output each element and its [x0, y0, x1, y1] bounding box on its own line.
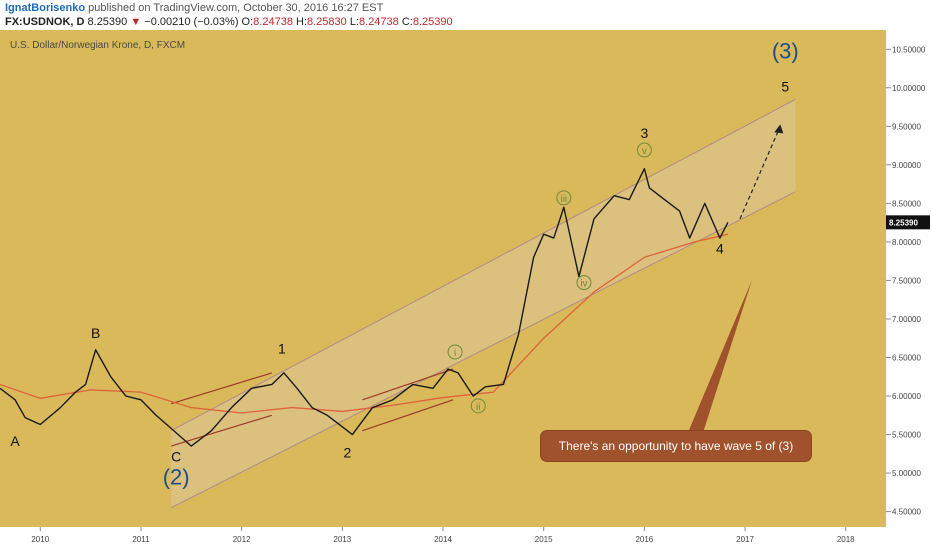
y-tick-label: 5.00000 — [892, 469, 921, 478]
x-tick-label: 2010 — [31, 535, 49, 544]
header-bar: IgnatBorisenko published on TradingView.… — [0, 0, 932, 30]
wave-label: C — [171, 449, 181, 465]
symbol-label: FX:USDNOK, D — [5, 16, 85, 28]
wave-label: 3 — [640, 125, 648, 141]
wave-label: i — [454, 348, 456, 359]
y-tick-label: 9.00000 — [892, 161, 921, 170]
sub-channel-1-lower — [170, 414, 273, 447]
y-tick-label: 5.50000 — [892, 431, 921, 440]
wave-label: (2) — [163, 465, 190, 490]
wave-label: B — [91, 325, 100, 341]
price-axis-background — [886, 30, 932, 550]
y-tick-label: 8.50000 — [892, 199, 921, 208]
current-price-tag — [886, 215, 930, 230]
wave-circle-8 — [470, 398, 486, 414]
close-value: 8.25390 — [412, 16, 453, 28]
time-axis-background — [0, 527, 886, 550]
wave-label: 5 — [781, 79, 789, 95]
price-change: −0.00210 (−0.03%) — [144, 16, 239, 28]
low-label: L: — [349, 16, 360, 28]
projection-arrowhead — [774, 124, 784, 134]
low-value: 8.24738 — [359, 16, 399, 28]
channel-lower-line — [170, 191, 796, 509]
channel-upper-line — [170, 98, 796, 432]
price-chart[interactable]: U.S. Dollar/Norwegian Krone, D, FXCM A B C… — [0, 30, 932, 550]
high-value: 8.25830 — [307, 16, 347, 28]
y-tick-label: 8.00000 — [892, 238, 921, 247]
chart-title: U.S. Dollar/Norwegian Krone, D, FXCM — [10, 40, 185, 51]
wave-label: 2 — [343, 445, 351, 461]
x-tick-label: 2012 — [233, 535, 251, 544]
wave-circle-7 — [447, 344, 463, 360]
x-tick-label: 2016 — [635, 535, 653, 544]
channel-fill — [171, 99, 796, 508]
wave-label: ii — [476, 402, 480, 413]
price-line — [0, 167, 729, 447]
projection-arrow-line — [739, 126, 781, 220]
sub-channel-2-upper — [362, 368, 454, 401]
sub-channel-2-lower — [362, 399, 454, 432]
published-line: IgnatBorisenko published on TradingView.… — [5, 2, 383, 14]
wave-circle-9 — [556, 190, 572, 206]
x-tick-label: 2017 — [736, 535, 754, 544]
y-tick-label: 7.50000 — [892, 276, 921, 285]
down-triangle-icon: ▼ — [130, 16, 142, 28]
y-tick-label: 6.00000 — [892, 392, 921, 401]
x-tick-label: 2018 — [837, 535, 855, 544]
author-link[interactable]: IgnatBorisenko — [5, 2, 86, 14]
x-tick-label: 2014 — [434, 535, 452, 544]
last-price: 8.25390 — [87, 16, 128, 28]
open-value: 8.24738 — [253, 16, 293, 28]
wave-label: v — [642, 146, 647, 157]
sub-channel-1-upper — [170, 372, 273, 405]
wave-label: (3) — [772, 39, 799, 64]
wave-circle-10 — [576, 275, 592, 291]
current-price-label: 8.25390 — [889, 218, 918, 227]
wave-circle-11 — [636, 142, 652, 158]
y-tick-label: 10.00000 — [892, 84, 926, 93]
y-tick-label: 6.50000 — [892, 353, 921, 362]
callout-pointer — [684, 280, 752, 442]
wave-label: iii — [560, 194, 567, 205]
y-tick-label: 9.50000 — [892, 122, 921, 131]
y-tick-label: 4.50000 — [892, 508, 921, 517]
open-label: O: — [241, 16, 254, 28]
ohlc-line: FX:USDNOK, D 8.25390 ▼ −0.00210 (−0.03%)… — [5, 16, 453, 28]
moving-average-line — [0, 233, 729, 414]
published-text: published on TradingView.com, October 30… — [88, 2, 384, 14]
y-tick-label: 10.50000 — [892, 45, 926, 54]
close-label: C: — [401, 16, 413, 28]
x-tick-label: 2015 — [535, 535, 553, 544]
high-label: H: — [296, 16, 307, 28]
x-tick-label: 2011 — [132, 535, 150, 544]
x-tick-label: 2013 — [333, 535, 351, 544]
opportunity-callout: There's an opportunity to have wave 5 of… — [541, 431, 811, 461]
wave-label: A — [10, 433, 20, 449]
wave-label: iv — [580, 279, 587, 290]
wave-label: 1 — [278, 341, 286, 357]
wave-label: 4 — [716, 240, 724, 256]
y-tick-label: 7.00000 — [892, 315, 921, 324]
